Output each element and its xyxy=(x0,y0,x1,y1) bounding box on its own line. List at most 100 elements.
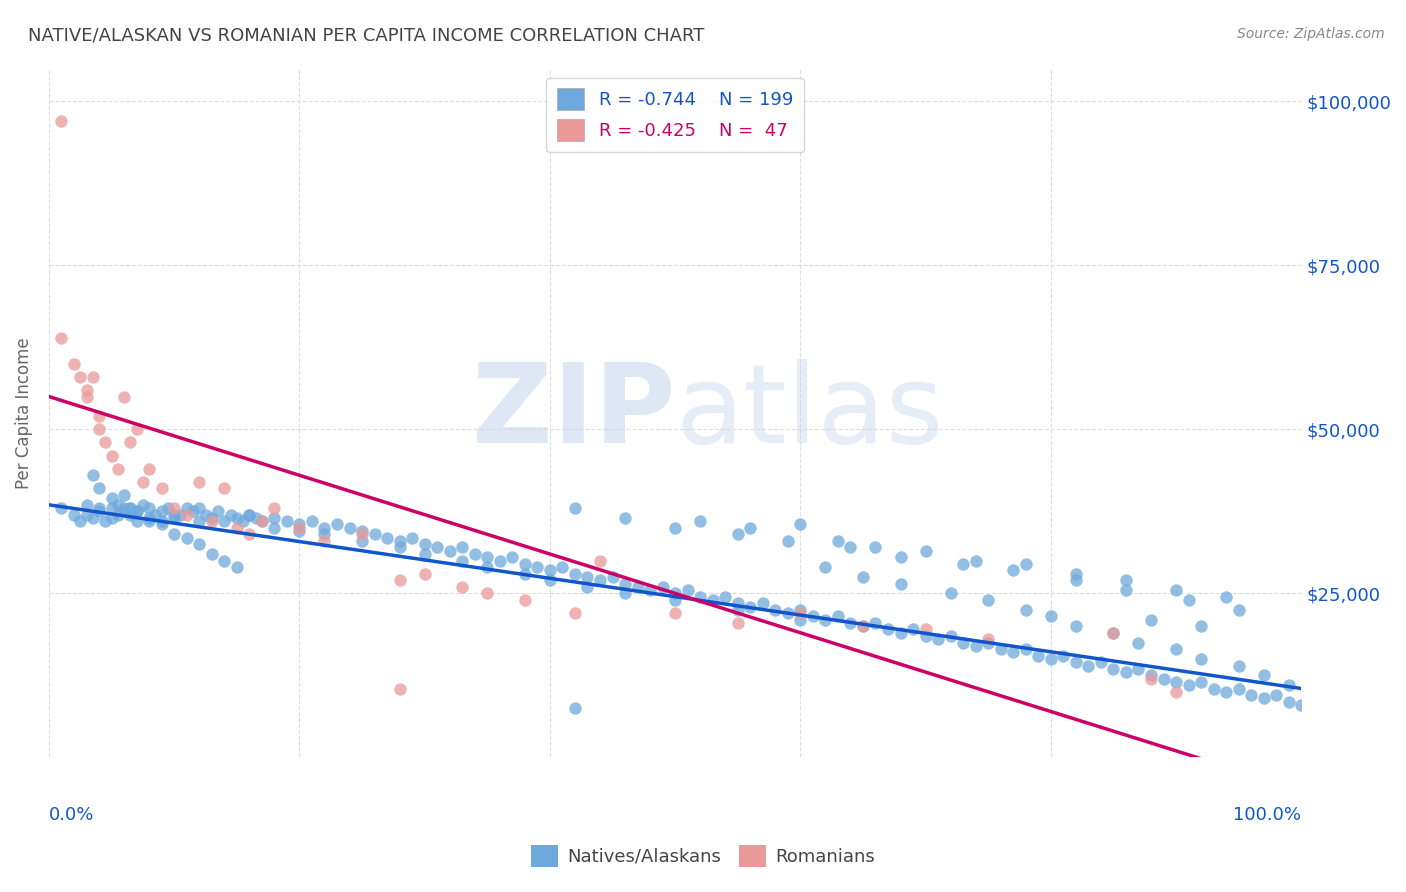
Point xyxy=(852,570,875,584)
Point xyxy=(188,501,211,516)
Point xyxy=(112,390,135,404)
Point xyxy=(87,482,110,496)
Point xyxy=(676,583,699,598)
Point xyxy=(1002,563,1025,577)
Point xyxy=(589,553,612,567)
Point xyxy=(120,435,142,450)
Y-axis label: Per Capita Income: Per Capita Income xyxy=(15,337,32,489)
Point xyxy=(1115,574,1137,588)
Point xyxy=(977,632,1000,647)
Point xyxy=(614,576,637,591)
Point xyxy=(100,449,122,463)
Point xyxy=(145,508,167,522)
Point xyxy=(1064,566,1087,581)
Point xyxy=(727,615,749,630)
Point xyxy=(238,508,260,522)
Point xyxy=(326,517,349,532)
Point xyxy=(1227,681,1250,696)
Point xyxy=(513,557,536,571)
Point xyxy=(1102,625,1125,640)
Point xyxy=(163,511,186,525)
Point xyxy=(1278,695,1301,709)
Point xyxy=(689,514,711,528)
Point xyxy=(1128,662,1150,676)
Point xyxy=(388,541,411,555)
Point xyxy=(626,580,648,594)
Point xyxy=(107,508,129,522)
Point xyxy=(120,501,142,516)
Point xyxy=(1177,593,1199,607)
Point xyxy=(740,599,762,614)
Point xyxy=(927,632,949,647)
Point xyxy=(589,574,612,588)
Point xyxy=(363,527,385,541)
Point xyxy=(76,508,98,522)
Point xyxy=(1026,648,1049,663)
Point xyxy=(1291,698,1313,712)
Point xyxy=(163,527,186,541)
Point xyxy=(1164,675,1187,690)
Point xyxy=(401,531,423,545)
Point xyxy=(314,533,336,548)
Point xyxy=(388,574,411,588)
Point xyxy=(163,501,186,516)
Point xyxy=(288,517,311,532)
Point xyxy=(1039,609,1062,624)
Point xyxy=(188,475,211,489)
Point xyxy=(1052,648,1074,663)
Point xyxy=(245,511,267,525)
Point xyxy=(100,511,122,525)
Point xyxy=(125,514,148,528)
Point xyxy=(714,590,737,604)
Point xyxy=(865,615,887,630)
Point xyxy=(1189,675,1212,690)
Point xyxy=(1115,583,1137,598)
Point xyxy=(125,504,148,518)
Point xyxy=(538,574,561,588)
Point xyxy=(169,508,191,522)
Point xyxy=(201,547,224,561)
Point xyxy=(702,593,724,607)
Point xyxy=(564,701,586,715)
Point xyxy=(1164,642,1187,657)
Text: NATIVE/ALASKAN VS ROMANIAN PER CAPITA INCOME CORRELATION CHART: NATIVE/ALASKAN VS ROMANIAN PER CAPITA IN… xyxy=(28,27,704,45)
Point xyxy=(901,623,924,637)
Point xyxy=(564,606,586,620)
Point xyxy=(339,521,361,535)
Point xyxy=(219,508,242,522)
Point xyxy=(301,514,323,528)
Point xyxy=(439,543,461,558)
Point xyxy=(388,533,411,548)
Point xyxy=(112,501,135,516)
Point xyxy=(1064,619,1087,633)
Point xyxy=(207,504,229,518)
Point xyxy=(939,586,962,600)
Point xyxy=(889,576,911,591)
Point xyxy=(232,514,254,528)
Point xyxy=(188,537,211,551)
Point xyxy=(87,501,110,516)
Point xyxy=(1140,672,1163,686)
Point xyxy=(100,501,122,516)
Point xyxy=(488,553,510,567)
Point xyxy=(250,514,273,528)
Point xyxy=(914,623,936,637)
Point xyxy=(852,619,875,633)
Point xyxy=(776,533,799,548)
Point xyxy=(1164,685,1187,699)
Text: 0.0%: 0.0% xyxy=(49,805,94,823)
Point xyxy=(413,547,436,561)
Point xyxy=(112,504,135,518)
Point xyxy=(451,580,474,594)
Point xyxy=(276,514,298,528)
Point xyxy=(952,557,974,571)
Point xyxy=(150,482,173,496)
Point xyxy=(107,498,129,512)
Point xyxy=(1064,574,1087,588)
Point xyxy=(651,580,673,594)
Point xyxy=(375,531,398,545)
Point xyxy=(990,642,1012,657)
Point xyxy=(132,498,155,512)
Point xyxy=(513,593,536,607)
Point xyxy=(176,501,198,516)
